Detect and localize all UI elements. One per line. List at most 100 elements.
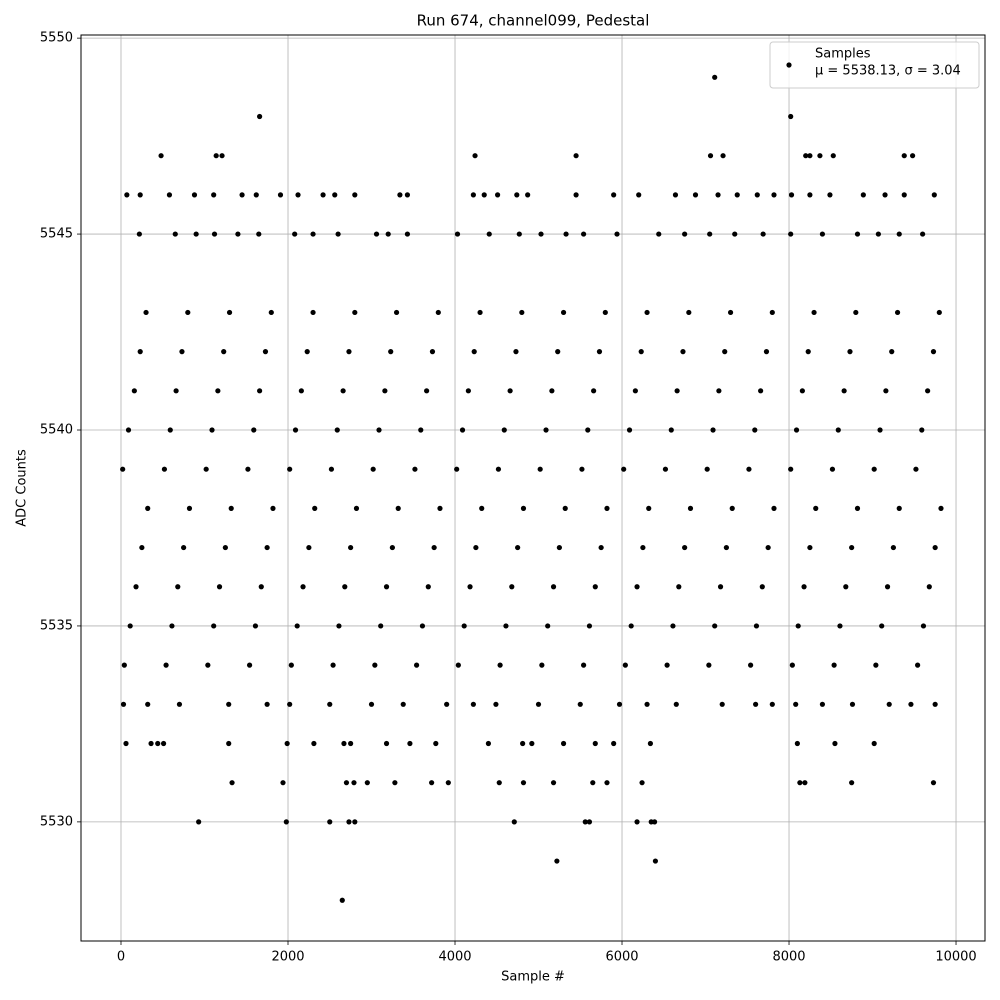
data-point bbox=[467, 584, 473, 590]
data-point bbox=[670, 623, 676, 629]
data-point bbox=[383, 584, 390, 590]
data-point bbox=[300, 584, 306, 590]
data-point bbox=[179, 349, 185, 355]
data-point bbox=[581, 231, 587, 237]
data-point bbox=[172, 231, 178, 237]
data-point bbox=[455, 662, 461, 668]
data-point bbox=[185, 309, 191, 316]
data-point bbox=[538, 231, 544, 237]
data-point bbox=[765, 544, 771, 551]
data-point bbox=[849, 701, 856, 707]
data-point bbox=[896, 231, 902, 237]
data-point bbox=[801, 584, 807, 590]
data-point bbox=[803, 153, 809, 159]
data-point bbox=[535, 701, 542, 707]
data-point bbox=[404, 231, 411, 237]
data-point bbox=[611, 192, 617, 198]
data-point bbox=[280, 780, 286, 786]
data-point bbox=[173, 388, 179, 394]
data-point bbox=[656, 231, 662, 237]
data-point bbox=[930, 780, 937, 786]
data-point bbox=[769, 309, 775, 316]
data-point bbox=[239, 192, 245, 198]
data-point bbox=[288, 662, 294, 668]
data-point bbox=[454, 231, 461, 237]
data-point bbox=[310, 231, 316, 237]
data-point bbox=[310, 309, 316, 316]
data-point bbox=[431, 544, 437, 551]
data-point bbox=[729, 505, 735, 511]
data-point bbox=[664, 662, 670, 668]
data-point bbox=[829, 466, 836, 472]
data-point bbox=[793, 427, 800, 433]
data-point bbox=[616, 701, 623, 707]
data-point bbox=[827, 192, 833, 198]
data-point bbox=[758, 388, 764, 394]
data-point bbox=[283, 819, 289, 825]
data-point bbox=[706, 662, 712, 668]
data-point bbox=[312, 505, 318, 511]
data-point bbox=[264, 544, 270, 551]
data-point bbox=[245, 466, 251, 472]
data-point bbox=[849, 544, 855, 551]
data-point bbox=[418, 427, 424, 433]
data-point bbox=[507, 388, 513, 394]
data-point bbox=[915, 662, 921, 668]
data-point bbox=[167, 427, 173, 433]
data-point bbox=[516, 231, 522, 237]
data-point bbox=[120, 466, 126, 472]
data-point bbox=[727, 309, 734, 316]
data-point bbox=[327, 819, 333, 825]
data-point bbox=[819, 701, 826, 707]
data-point bbox=[340, 388, 346, 394]
data-point bbox=[287, 466, 293, 472]
data-point bbox=[145, 505, 151, 511]
data-point bbox=[228, 505, 234, 511]
data-point bbox=[873, 662, 879, 668]
data-point bbox=[831, 662, 837, 668]
data-point bbox=[554, 858, 560, 864]
data-point bbox=[854, 231, 861, 237]
data-point bbox=[884, 584, 891, 590]
data-point bbox=[511, 819, 517, 825]
data-point bbox=[674, 388, 680, 394]
data-point bbox=[811, 309, 817, 316]
data-point bbox=[353, 505, 360, 511]
data-point bbox=[871, 740, 877, 747]
data-point bbox=[336, 623, 342, 629]
data-point bbox=[537, 466, 543, 472]
data-point bbox=[604, 780, 610, 786]
data-point bbox=[496, 780, 502, 786]
data-point bbox=[734, 192, 740, 198]
data-point bbox=[628, 623, 634, 629]
data-point bbox=[459, 427, 466, 433]
data-point bbox=[246, 662, 253, 668]
data-point bbox=[556, 544, 562, 551]
data-point bbox=[520, 740, 526, 747]
data-point bbox=[704, 466, 710, 472]
data-point bbox=[581, 662, 587, 668]
legend-marker bbox=[786, 62, 792, 68]
data-point bbox=[382, 388, 388, 394]
data-point bbox=[311, 740, 317, 747]
data-point bbox=[461, 623, 467, 629]
data-point bbox=[335, 231, 341, 237]
chart-title: Run 674, channel099, Pedestal bbox=[417, 12, 650, 30]
data-point bbox=[219, 153, 225, 159]
x-tick-label: 10000 bbox=[935, 950, 976, 965]
data-point bbox=[707, 231, 713, 237]
data-point bbox=[932, 544, 938, 551]
data-point bbox=[720, 153, 726, 159]
data-point bbox=[501, 427, 507, 433]
data-point bbox=[493, 701, 499, 707]
data-point bbox=[284, 740, 290, 747]
data-point bbox=[332, 192, 338, 198]
x-tick-label: 4000 bbox=[438, 950, 471, 965]
data-point bbox=[470, 192, 476, 198]
data-point bbox=[145, 701, 151, 707]
data-point bbox=[330, 662, 336, 668]
data-point bbox=[256, 231, 262, 237]
data-point bbox=[139, 544, 145, 551]
data-point bbox=[788, 192, 795, 198]
